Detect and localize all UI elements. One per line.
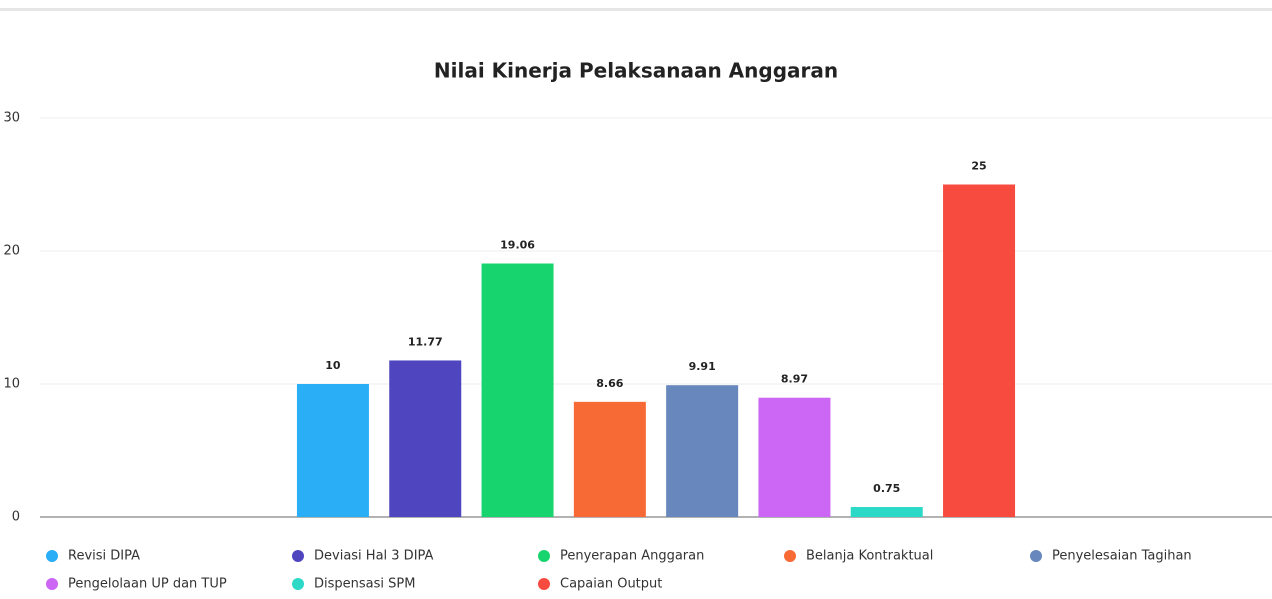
legend-marker [538, 578, 550, 590]
data-label: 8.97 [781, 373, 808, 386]
data-label: 19.06 [500, 239, 535, 252]
data-label: 9.91 [689, 360, 716, 373]
legend-label: Revisi DIPA [68, 549, 140, 564]
legend-label: Pengelolaan UP dan TUP [68, 577, 227, 592]
legend-marker [538, 550, 550, 562]
legend-marker [292, 578, 304, 590]
y-tick-label: 0 [12, 510, 20, 525]
legend-label: Dispensasi SPM [314, 577, 415, 592]
y-tick-label: 10 [3, 377, 20, 392]
top-border [0, 8, 1272, 11]
bar [758, 397, 831, 517]
bar [850, 507, 923, 517]
bar [573, 401, 646, 517]
data-label: 8.66 [596, 377, 623, 390]
data-label: 11.77 [408, 335, 443, 348]
legend-marker [784, 550, 796, 562]
data-label: 10 [325, 359, 341, 372]
data-label: 0.75 [873, 482, 900, 495]
legend-marker [46, 578, 58, 590]
legend-marker [46, 550, 58, 562]
chart-title: Nilai Kinerja Pelaksanaan Anggaran [434, 59, 838, 83]
bar [666, 385, 739, 517]
legend-label: Capaian Output [560, 577, 662, 592]
legend-label: Penyerapan Anggaran [560, 549, 704, 564]
legend-marker [292, 550, 304, 562]
y-tick-label: 30 [3, 111, 20, 126]
bar [296, 384, 369, 517]
bar [481, 263, 554, 517]
legend-label: Deviasi Hal 3 DIPA [314, 549, 434, 564]
y-tick-label: 20 [3, 244, 20, 259]
bar [389, 360, 462, 517]
legend-marker [1030, 550, 1042, 562]
bar [943, 184, 1016, 517]
legend-label: Penyelesaian Tagihan [1052, 549, 1192, 564]
data-label: 25 [971, 160, 986, 173]
legend-label: Belanja Kontraktual [806, 549, 933, 564]
